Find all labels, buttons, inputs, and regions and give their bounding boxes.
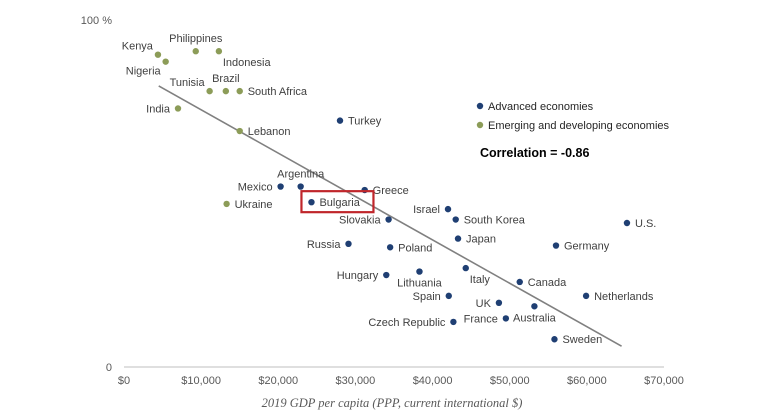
x-tick-label: $60,000 — [567, 375, 607, 387]
x-tick-label: $40,000 — [413, 375, 453, 387]
point-japan — [454, 235, 462, 242]
x-tick-label: $30,000 — [336, 375, 376, 387]
point-bulgaria — [308, 198, 315, 206]
point-lebanon — [236, 127, 243, 135]
label-tunisia: Tunisia — [170, 77, 206, 89]
x-tick-label: $0 — [118, 375, 130, 387]
legend-label-advanced: Advanced economies — [488, 101, 594, 113]
label-russia: Russia — [307, 239, 342, 251]
point-tunisia — [206, 87, 213, 95]
point-poland — [386, 244, 394, 251]
point-czech-republic — [450, 318, 457, 326]
x-tick-label: $50,000 — [490, 375, 530, 387]
label-ukraine: Ukraine — [235, 199, 273, 211]
x-axis-title: 2019 GDP per capita (PPP, current intern… — [262, 396, 523, 410]
label-uk: UK — [476, 298, 492, 310]
label-spain: Spain — [413, 291, 441, 303]
point-sweden — [551, 336, 558, 343]
point-philippines — [192, 48, 199, 55]
x-tick-label: $20,000 — [258, 375, 298, 387]
label-japan: Japan — [466, 234, 496, 246]
data-points — [154, 48, 631, 343]
point-kenya — [154, 51, 162, 58]
point-russia — [345, 240, 352, 248]
point-nigeria — [162, 58, 169, 65]
label-lithuania: Lithuania — [397, 278, 443, 290]
label-philippines: Philippines — [169, 33, 223, 45]
point-uk — [495, 299, 503, 307]
trend-line — [158, 85, 622, 347]
point-spain — [445, 292, 452, 300]
label-germany: Germany — [564, 241, 610, 253]
point-u-s — [623, 219, 631, 227]
point-germany — [552, 242, 560, 249]
label-brazil: Brazil — [212, 73, 240, 85]
legend-label-emerging: Emerging and developing economies — [488, 120, 670, 132]
point-france — [502, 315, 510, 322]
point-brazil — [222, 87, 230, 95]
label-netherlands: Netherlands — [594, 291, 654, 303]
point-hungary — [383, 271, 390, 279]
label-australia: Australia — [513, 312, 557, 324]
label-italy: Italy — [470, 274, 491, 286]
label-greece: Greece — [373, 185, 409, 197]
point-slovakia — [385, 216, 392, 223]
y-tick-label: 100 % — [81, 15, 112, 27]
label-france: France — [464, 313, 498, 325]
label-argentina: Argentina — [277, 169, 325, 181]
legend-marker-emerging — [476, 121, 484, 129]
label-canada: Canada — [528, 277, 567, 289]
label-slovakia: Slovakia — [339, 215, 381, 227]
label-turkey: Turkey — [348, 116, 382, 128]
label-bulgaria: Bulgaria — [319, 197, 360, 209]
highlight-box — [300, 190, 375, 214]
label-india: India — [146, 103, 171, 115]
label-mexico: Mexico — [238, 182, 273, 194]
point-turkey — [336, 117, 344, 124]
point-canada — [516, 278, 523, 286]
point-italy — [462, 264, 469, 272]
point-labels: Turkey Argentina Mexico Greece Bulgaria Israe… — [122, 33, 657, 346]
y-axis-ticks: 0 100 % — [81, 15, 112, 374]
legend-marker-advanced — [476, 102, 484, 110]
point-mexico — [277, 183, 284, 190]
correlation-annotation: Correlation = -0.86 — [480, 146, 589, 160]
point-indonesia — [215, 48, 223, 55]
label-kenya: Kenya — [122, 41, 154, 53]
point-netherlands — [582, 292, 590, 300]
label-israel: Israel — [413, 204, 440, 216]
point-india — [174, 105, 182, 112]
point-lithuania — [416, 268, 423, 275]
axes: $0 $10,000 $20,000 $30,000 $40,000 $50,000 $60… — [81, 15, 684, 410]
label-south-korea: South Korea — [464, 215, 526, 227]
label-u-s: U.S. — [635, 218, 656, 230]
point-israel — [444, 205, 452, 213]
label-hungary: Hungary — [337, 270, 379, 282]
label-indonesia: Indonesia — [223, 57, 272, 69]
label-nigeria: Nigeria — [126, 66, 162, 78]
label-lebanon: Lebanon — [248, 126, 291, 138]
point-south-korea — [452, 216, 459, 223]
legend: Advanced economies Emerging and developi… — [476, 101, 670, 132]
x-tick-label: $70,000 — [644, 375, 684, 387]
label-south-africa: South Africa — [248, 86, 308, 98]
x-tick-label: $10,000 — [181, 375, 221, 387]
label-sweden: Sweden — [562, 334, 602, 346]
point-argentina — [297, 183, 304, 190]
point-south-africa — [236, 87, 243, 95]
point-ukraine — [223, 200, 230, 208]
point-australia — [531, 303, 538, 310]
label-poland: Poland — [398, 242, 432, 254]
y-tick-label: 0 — [106, 362, 112, 374]
x-axis-ticks: $0 $10,000 $20,000 $30,000 $40,000 $50,000 $60… — [118, 375, 684, 387]
label-czech-republic: Czech Republic — [368, 317, 446, 329]
